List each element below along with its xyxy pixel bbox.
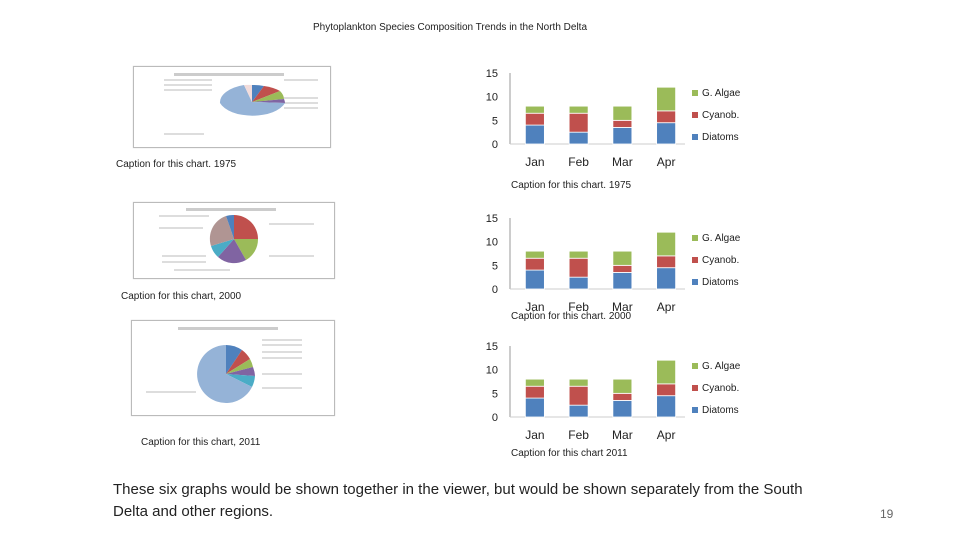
legend-label: G. Algae	[702, 233, 741, 244]
bar-segment-diatoms	[568, 276, 589, 290]
bar-segment-cyanob-	[656, 383, 677, 397]
legend-label: G. Algae	[702, 88, 741, 99]
y-tick-label: 0	[492, 412, 498, 424]
legend-swatch	[692, 385, 698, 391]
bar-caption-2011: Caption for this chart 2011	[511, 448, 628, 459]
bar-segment-cyanob-	[656, 110, 677, 124]
pie-thumbnail-1975-graphic	[164, 73, 318, 135]
x-tick-label: Feb	[568, 155, 589, 169]
bar-segment-diatoms	[524, 397, 545, 418]
bar-segment-g-algae	[656, 359, 677, 385]
bar-segment-cyanob-	[524, 385, 545, 399]
bar-segment-cyanob-	[524, 257, 545, 271]
body-text: These six graphs would be shown together…	[113, 481, 803, 520]
x-tick-label: Jan	[525, 428, 544, 442]
y-tick-label: 5	[492, 115, 498, 127]
bar-segment-cyanob-	[568, 112, 589, 133]
pie-caption-2000: Caption for this chart, 2000	[121, 291, 242, 302]
bar-segment-diatoms	[568, 404, 589, 418]
bar-chart-svg: 15 10 5 0 Jan Feb Mar Apr Diatoms Cyanob. G. Algae	[486, 213, 741, 314]
y-tick-label: 15	[486, 341, 498, 353]
bar-chart-svg: 15 10 5 0 Jan Feb Mar Apr Diatoms Cyanob. G. Algae	[486, 68, 741, 169]
bar-segment-diatoms	[524, 124, 545, 145]
legend-label: Diatoms	[702, 405, 739, 416]
bar-segment-cyanob-	[612, 392, 633, 401]
bar-segment-cyanob-	[568, 257, 589, 278]
legend-label: Cyanob.	[702, 383, 739, 394]
bar-segment-diatoms	[612, 400, 633, 418]
y-tick-label: 10	[486, 365, 498, 377]
bar-segment-g-algae	[612, 250, 633, 266]
x-tick-label: Jan	[525, 300, 544, 314]
y-tick-label: 5	[492, 260, 498, 272]
legend-label: Diatoms	[702, 132, 739, 143]
x-tick-label: Mar	[612, 155, 633, 169]
legend-swatch	[692, 90, 698, 96]
legend-label: Cyanob.	[702, 255, 739, 266]
bar-chart-2000: 15 10 5 0 Jan Feb Mar Apr Diatoms Cyanob. G. Algae	[470, 210, 741, 314]
y-tick-label: 10	[486, 237, 498, 249]
x-tick-label: Apr	[657, 428, 676, 442]
y-tick-label: 0	[492, 139, 498, 151]
pie-caption-2011: Caption for this chart, 2011	[141, 437, 261, 448]
legend-swatch	[692, 257, 698, 263]
x-tick-label: Feb	[568, 300, 589, 314]
pie-thumbnail-1975[interactable]	[133, 66, 331, 148]
bar-chart-1975: 15 10 5 0 Jan Feb Mar Apr Diatoms Cyanob. G. Algae	[470, 65, 741, 169]
legend-swatch	[692, 363, 698, 369]
bar-segment-cyanob-	[568, 385, 589, 406]
x-tick-label: Mar	[612, 300, 633, 314]
bar-segment-g-algae	[524, 378, 545, 387]
pie-thumbnail-2011-graphic	[146, 327, 302, 403]
legend-swatch	[692, 235, 698, 241]
bar-segment-diatoms	[568, 131, 589, 145]
bar-caption-2000: Caption for this chart. 2000	[511, 311, 632, 322]
legend-label: G. Algae	[702, 361, 741, 372]
bar-segment-diatoms	[612, 127, 633, 145]
y-tick-label: 5	[492, 388, 498, 400]
bar-segment-diatoms	[656, 122, 677, 145]
y-tick-label: 0	[492, 284, 498, 296]
legend-label: Cyanob.	[702, 110, 739, 121]
pie-caption-1975: Caption for this chart. 1975	[116, 159, 237, 170]
bar-segment-g-algae	[524, 250, 545, 259]
bar-segment-g-algae	[568, 378, 589, 387]
bar-segment-g-algae	[656, 86, 677, 112]
bar-chart-2011: 15 10 5 0 Jan Feb Mar Apr Diatoms Cyanob. G. Algae	[470, 338, 741, 442]
bar-segment-diatoms	[612, 272, 633, 290]
bar-segment-g-algae	[568, 250, 589, 259]
slide-title: Phytoplankton Species Composition Trends…	[312, 22, 588, 33]
x-tick-label: Apr	[657, 155, 676, 169]
bar-segment-g-algae	[612, 105, 633, 121]
y-tick-label: 10	[486, 92, 498, 104]
y-tick-label: 15	[486, 213, 498, 225]
bar-segment-cyanob-	[612, 119, 633, 128]
x-tick-label: Jan	[525, 155, 544, 169]
bar-segment-g-algae	[612, 378, 633, 394]
legend-swatch	[692, 279, 698, 285]
x-tick-label: Apr	[657, 300, 676, 314]
bar-segment-diatoms	[524, 269, 545, 290]
bar-segment-g-algae	[524, 105, 545, 114]
pie-thumbnail-2000-graphic	[159, 208, 314, 271]
bar-segment-diatoms	[656, 395, 677, 418]
legend-swatch	[692, 112, 698, 118]
bar-caption-1975: Caption for this chart. 1975	[511, 180, 632, 191]
legend-swatch	[692, 407, 698, 413]
y-tick-label: 15	[486, 68, 498, 80]
pie-thumbnail-2011[interactable]	[131, 320, 335, 416]
bar-segment-diatoms	[656, 267, 677, 290]
x-tick-label: Mar	[612, 428, 633, 442]
bar-segment-cyanob-	[612, 264, 633, 273]
bar-segment-g-algae	[568, 105, 589, 114]
bar-segment-g-algae	[656, 231, 677, 257]
legend-swatch	[692, 134, 698, 140]
page-number: 19	[880, 507, 894, 521]
bar-segment-cyanob-	[656, 255, 677, 269]
bar-segment-cyanob-	[524, 112, 545, 126]
x-tick-label: Feb	[568, 428, 589, 442]
legend-label: Diatoms	[702, 277, 739, 288]
bar-chart-svg: 15 10 5 0 Jan Feb Mar Apr Diatoms Cyanob. G. Algae	[486, 341, 741, 442]
pie-thumbnail-2000[interactable]	[133, 202, 335, 279]
